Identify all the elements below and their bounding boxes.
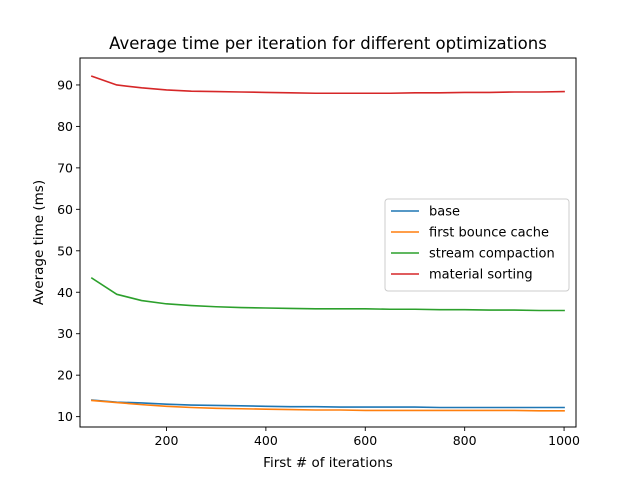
y-tick-label: 90	[57, 77, 73, 92]
y-axis: 10 20 30 40 50 60 70 80 90	[57, 77, 80, 424]
series-line-3	[90, 277, 565, 312]
series-line-4	[90, 75, 565, 95]
y-tick-label: 70	[57, 160, 73, 175]
y-tick-label: 20	[57, 368, 73, 383]
x-tick-label: 600	[353, 433, 377, 448]
legend-box	[384, 198, 570, 292]
legend-label: first bounce cache	[429, 226, 549, 241]
legend: base first bounce cache stream compaction m…	[384, 198, 570, 292]
x-tick-label: 1000	[548, 433, 580, 448]
y-tick-label: 10	[57, 409, 73, 424]
y-axis-title: Average time (ms)	[31, 180, 47, 305]
x-axis-title: First # of iterations	[263, 455, 393, 471]
y-tick-label: 40	[57, 285, 73, 300]
series-line-2	[91, 399, 565, 412]
x-tick-label: 200	[155, 433, 179, 448]
chart-title: Average time per iteration for different…	[109, 34, 547, 53]
y-tick-label: 50	[57, 243, 73, 258]
y-tick-label: 60	[57, 202, 73, 217]
legend-label: material sorting	[429, 268, 533, 283]
x-tick-label: 400	[254, 433, 278, 448]
y-tick-label: 80	[57, 119, 73, 134]
legend-label: base	[429, 205, 460, 220]
y-tick-label: 30	[57, 326, 73, 341]
series-layer	[90, 75, 565, 412]
legend-label: stream compaction	[429, 247, 555, 262]
plot-area-frame	[79, 57, 577, 428]
x-tick-label: 800	[453, 433, 477, 448]
series-line-1	[91, 399, 565, 409]
x-axis: 200 400 600 800 1000	[155, 427, 580, 448]
